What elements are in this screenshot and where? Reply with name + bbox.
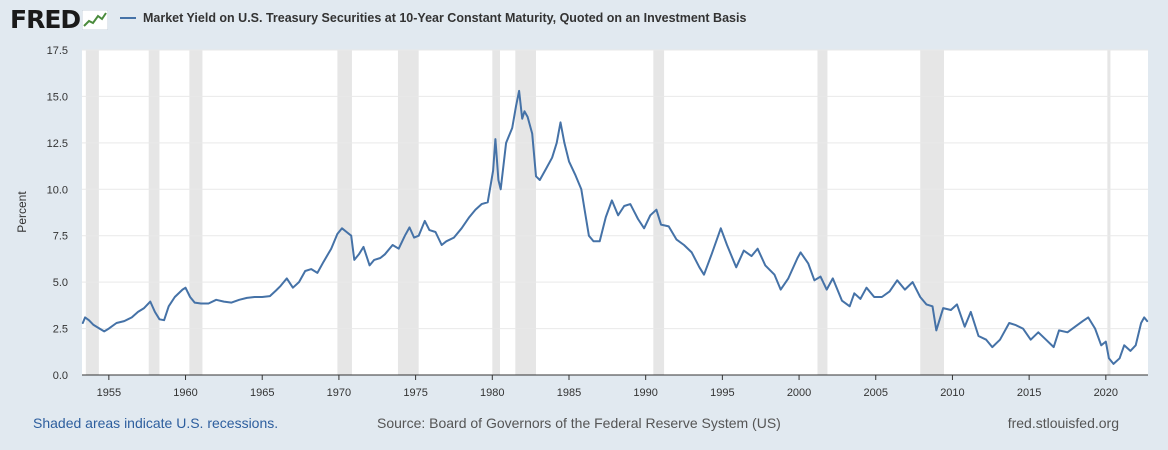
x-tick-label: 2015 xyxy=(1017,387,1041,399)
series-group xyxy=(81,89,1149,365)
y-axis: 0.0 2.5 5.0 7.5 10.0 12.5 15.0 17.5 xyxy=(47,45,68,382)
y-tick-label: 0.0 xyxy=(53,370,68,382)
x-tick-label: 2020 xyxy=(1094,387,1118,399)
plot-background xyxy=(82,50,1148,375)
x-tick-label: 2010 xyxy=(940,387,964,399)
y-tick-label: 15.0 xyxy=(47,91,68,103)
recession-band xyxy=(148,50,160,375)
recession-band xyxy=(85,50,99,375)
y-tick-label: 2.5 xyxy=(53,324,68,336)
y-axis-label: Percent xyxy=(15,191,29,233)
recession-band xyxy=(189,50,203,375)
y-tick-label: 17.5 xyxy=(47,45,68,57)
y-tick-label: 10.0 xyxy=(47,184,68,196)
gridlines xyxy=(82,49,1148,330)
x-tick-label: 2000 xyxy=(787,387,811,399)
chart-legend: Market Yield on U.S. Treasury Securities… xyxy=(120,11,746,25)
site-link[interactable]: fred.stlouisfed.org xyxy=(1007,415,1119,431)
recession-note-link[interactable]: Shaded areas indicate U.S. recessions. xyxy=(33,415,279,431)
y-tick-label: 5.0 xyxy=(53,277,68,289)
x-tick-label: 1990 xyxy=(633,387,657,399)
recession-band xyxy=(920,50,945,375)
x-tick-label: 1985 xyxy=(557,387,581,399)
recession-band xyxy=(653,50,665,375)
recession-band xyxy=(337,50,352,375)
x-tick-label: 1980 xyxy=(480,387,504,399)
recession-band xyxy=(817,50,828,375)
x-axis: 1955 1960 1965 1970 1975 1980 1985 1990 1995 2000… xyxy=(97,375,1118,399)
x-tick-label: 1995 xyxy=(710,387,734,399)
recession-band xyxy=(1107,50,1111,375)
x-tick-label: 1965 xyxy=(250,387,274,399)
x-tick-label: 1970 xyxy=(327,387,351,399)
x-tick-label: 1960 xyxy=(173,387,197,399)
mini-chart-icon xyxy=(82,10,109,30)
legend-line-icon xyxy=(120,17,136,19)
y-tick-label: 7.5 xyxy=(53,231,68,243)
source-note: Source: Board of Governors of the Federa… xyxy=(377,415,781,431)
fred-wordmark: FRED xyxy=(10,5,81,34)
chart-title: Market Yield on U.S. Treasury Securities… xyxy=(143,11,747,25)
recession-bands xyxy=(85,50,1111,375)
x-tick-label: 1975 xyxy=(403,387,427,399)
x-tick-label: 2005 xyxy=(864,387,888,399)
recession-band xyxy=(397,50,419,375)
series-line-dgs10[interactable] xyxy=(81,89,1149,365)
recession-band xyxy=(492,50,500,375)
y-tick-label: 12.5 xyxy=(47,138,68,150)
fred-logo[interactable]: FRED xyxy=(10,5,109,34)
x-tick-label: 1955 xyxy=(97,387,121,399)
